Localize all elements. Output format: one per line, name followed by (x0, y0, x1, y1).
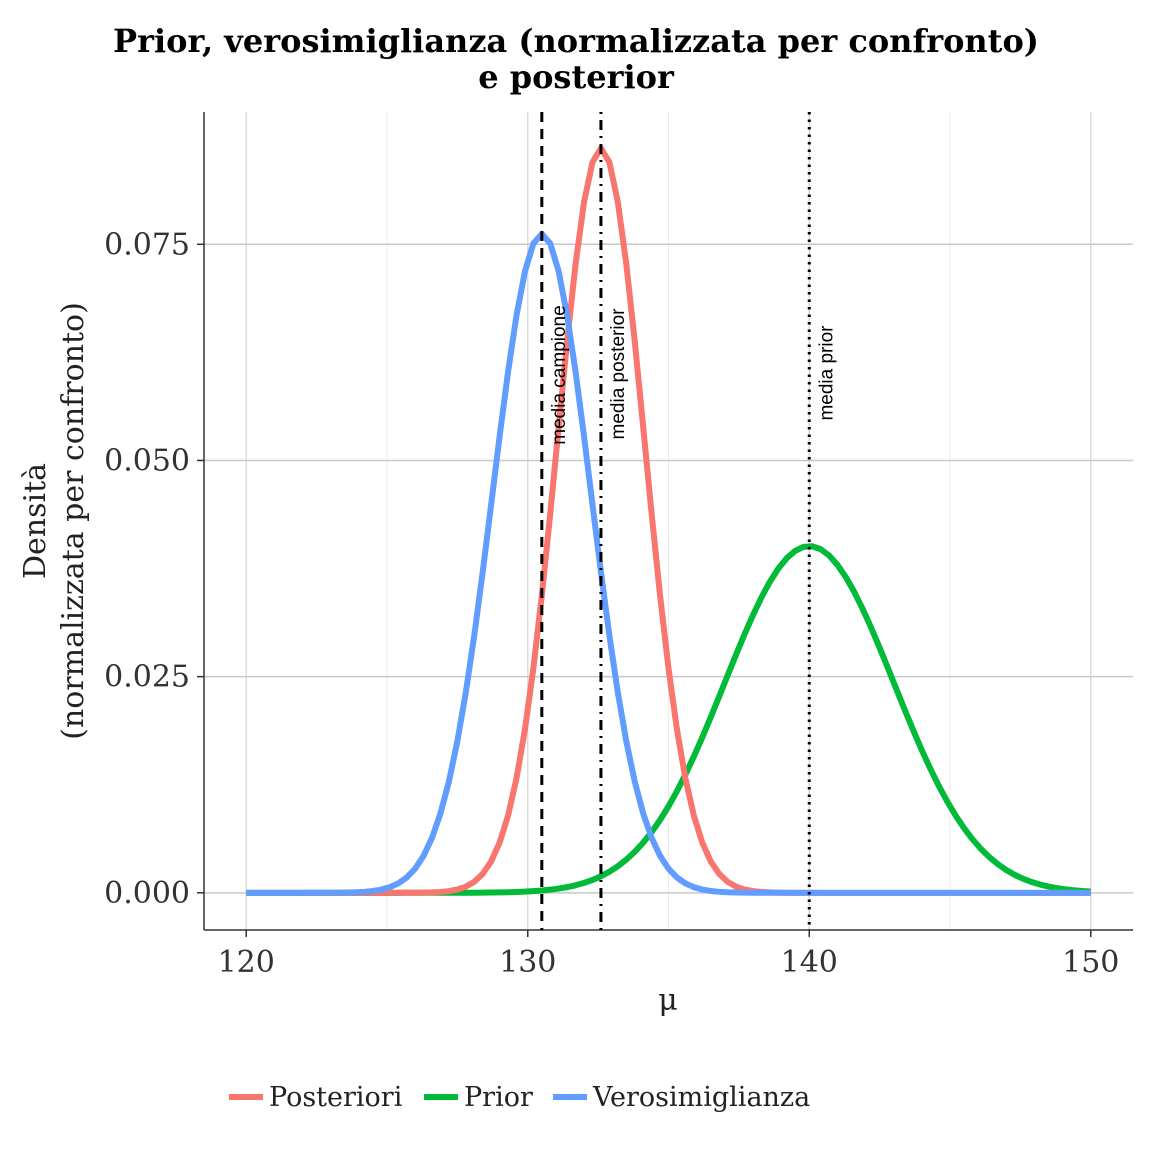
chart-title-line-2: e posterior (478, 58, 675, 96)
y-tick-label: 0.075 (104, 227, 190, 262)
y-axis-label-line-2: (normalizzata per confronto) (56, 302, 91, 740)
chart-title-line-1: Prior, verosimiglianza (normalizzata per… (113, 22, 1039, 60)
vline-label: media campione (549, 305, 570, 444)
axes (197, 112, 1133, 937)
legend: Posteriori Prior Verosimiglianza (229, 1082, 810, 1113)
x-tick-label: 130 (499, 945, 556, 980)
chart-title: Prior, verosimiglianza (normalizzata per… (113, 22, 1039, 96)
axis-labels: μ Densità (normalizzata per confronto) (18, 302, 678, 1018)
vline-label: media posterior (608, 308, 629, 440)
density-curves (246, 145, 1091, 896)
y-tick-label: 0.025 (104, 660, 190, 695)
legend-label-posteriori: Posteriori (269, 1082, 403, 1113)
x-tick-label: 140 (781, 945, 838, 980)
curve-verosimiglianza (246, 230, 1091, 896)
y-tick-label: 0.050 (104, 443, 190, 478)
y-tick-label: 0.000 (104, 876, 190, 911)
legend-label-verosimiglianza: Verosimiglianza (592, 1082, 810, 1113)
mean-lines: media campione media posterior media prior (540, 112, 837, 930)
x-tick-labels: 120 130 140 150 (218, 945, 1120, 980)
legend-label-prior: Prior (464, 1082, 533, 1113)
x-tick-label: 120 (218, 945, 275, 980)
y-tick-labels: 0.000 0.025 0.050 0.075 (104, 227, 190, 911)
x-tick-label: 150 (1062, 945, 1119, 980)
x-axis-label: μ (658, 983, 678, 1018)
vline-label: media prior (816, 325, 837, 421)
y-axis-label-line-1: Densità (18, 463, 53, 579)
